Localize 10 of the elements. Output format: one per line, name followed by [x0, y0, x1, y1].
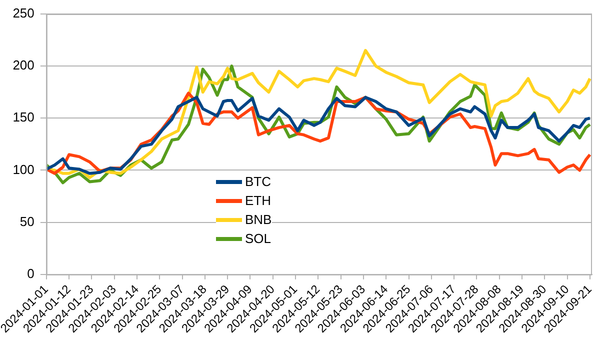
y-tick-label: 50 — [20, 214, 34, 229]
legend-label: BTC — [245, 173, 271, 191]
legend-label: SOL — [245, 230, 272, 248]
y-tick-label: 100 — [12, 162, 34, 177]
legend-label: ETH — [245, 192, 271, 210]
y-tick-label: 0 — [27, 266, 34, 281]
legend-label: BNB — [245, 211, 272, 229]
y-tick-label: 250 — [12, 6, 34, 21]
y-tick-label: 200 — [12, 58, 34, 73]
y-tick-label: 150 — [12, 110, 34, 125]
